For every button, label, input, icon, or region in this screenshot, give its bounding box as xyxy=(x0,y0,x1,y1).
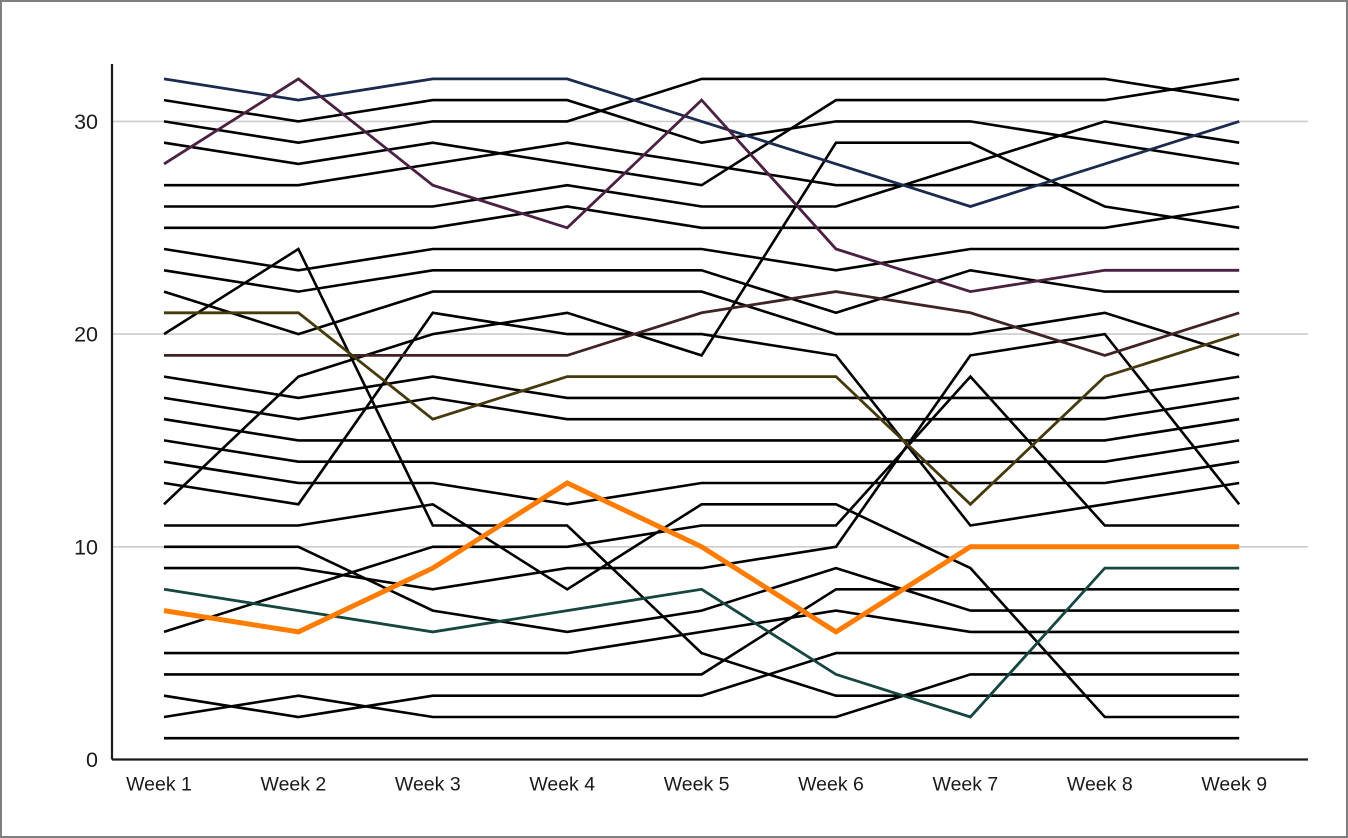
x-tick-label-week-8: Week 8 xyxy=(1067,774,1133,796)
series-line-black-rank30 xyxy=(163,77,1240,145)
series-line-black-rank20 xyxy=(163,247,1240,698)
series-line-black-rank23 xyxy=(163,268,1240,315)
series-line-black-rank14 xyxy=(163,460,1240,506)
y-tick-labels: 0 10 20 30 xyxy=(74,110,98,772)
y-tick-label-20: 20 xyxy=(74,323,98,347)
series-line-black-rank6 xyxy=(163,374,1240,634)
series-line-teal-line xyxy=(163,566,1240,719)
series-line-black-rank16 xyxy=(163,417,1240,442)
series-line-black-rank15 xyxy=(163,439,1240,464)
series-line-black-rank31 xyxy=(163,98,1240,166)
x-tick-labels: Week 1 Week 2 Week 3 Week 4 Week 5 Week 6 Week… xyxy=(126,774,1267,796)
axes xyxy=(110,64,1308,761)
x-tick-label-week-3: Week 3 xyxy=(395,774,461,796)
x-tick-label-week-7: Week 7 xyxy=(933,774,999,796)
x-tick-label-week-6: Week 6 xyxy=(798,774,864,796)
series-line-black-rank29 xyxy=(163,77,1240,187)
y-tick-label-0: 0 xyxy=(86,748,98,772)
series-line-dark-maroon-line xyxy=(164,290,1240,357)
series-line-black-rank25 xyxy=(164,205,1240,230)
series-line-black-rank12 xyxy=(163,141,1240,506)
x-tick-label-week-4: Week 4 xyxy=(529,774,595,796)
series-line-black-rank5 xyxy=(164,609,1240,655)
series-line-black-rank18 xyxy=(163,375,1240,400)
x-tick-label-week-2: Week 2 xyxy=(261,774,327,796)
series-line-black-rank3 xyxy=(163,651,1240,719)
series-line-black-rank10 xyxy=(164,545,1240,634)
x-tick-label-week-1: Week 1 xyxy=(126,774,192,796)
x-tick-label-week-5: Week 5 xyxy=(664,774,730,796)
series-line-maroon-line xyxy=(163,77,1240,294)
series-line-black-rank24 xyxy=(163,247,1240,272)
series-line-black-rank11 xyxy=(164,502,1240,719)
y-tick-label-10: 10 xyxy=(74,535,98,559)
series-line-black-rank13 xyxy=(163,311,1240,527)
series-line-black-rank22 xyxy=(163,290,1240,357)
series-line-orange-highlight-line xyxy=(163,480,1240,635)
series-line-olive-line xyxy=(164,311,1240,507)
series-line-navy-line xyxy=(163,77,1240,208)
y-tick-label-30: 30 xyxy=(74,110,98,134)
series-lines xyxy=(163,77,1241,740)
x-tick-label-week-9: Week 9 xyxy=(1201,774,1267,796)
series-line-black-rank4 xyxy=(164,587,1240,676)
series-line-black-rank2 xyxy=(163,673,1240,719)
series-line-black-rank26 xyxy=(164,120,1240,208)
series-line-black-rank27 xyxy=(164,141,1240,187)
